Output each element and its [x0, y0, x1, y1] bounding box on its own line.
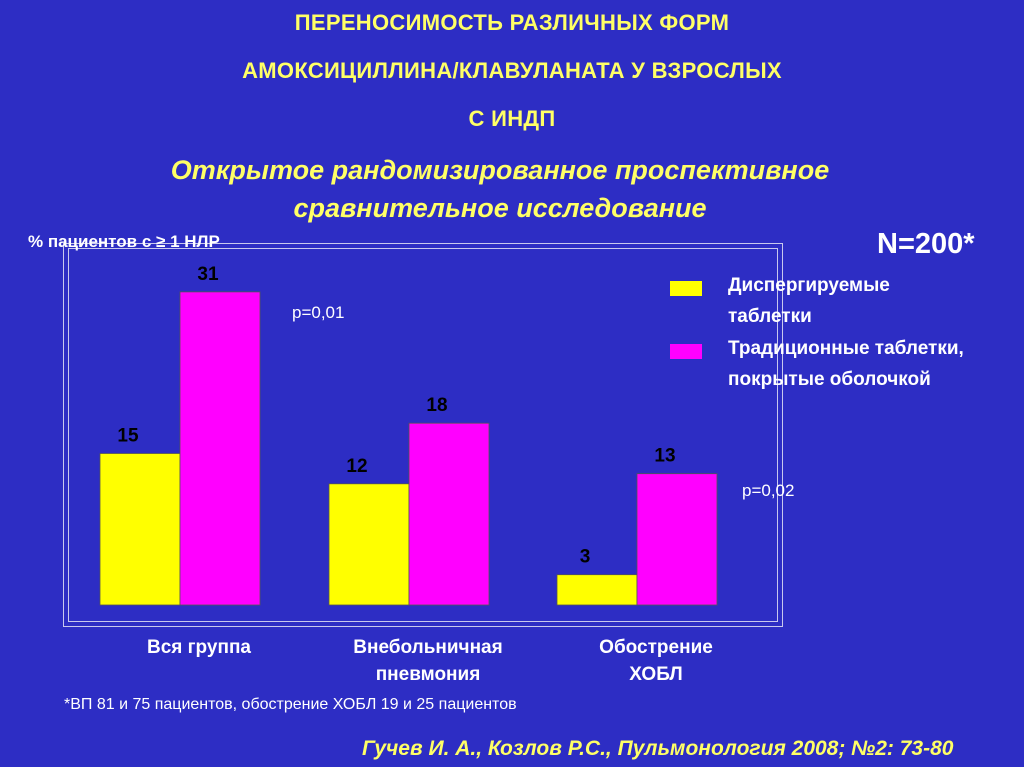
sample-size-label: N=200*	[877, 228, 975, 260]
category-label-pneumonia-line2: пневмония	[375, 664, 481, 685]
bar-all-dispersible	[99, 453, 181, 606]
chart-frame-outer	[63, 243, 783, 627]
category-label-pneumonia: Внебольничная пневмония	[328, 634, 528, 688]
category-label-all-line1: Вся группа	[146, 637, 251, 658]
p-value-all: p=0,01	[292, 303, 345, 322]
data-label-copd-coated: 13	[654, 446, 675, 467]
bar-pneumonia-dispersible	[328, 483, 410, 606]
data-label-all-coated: 31	[197, 264, 219, 285]
legend-label-coated-line2: покрытые оболочкой	[728, 369, 931, 390]
category-label-copd: Обострение ХОБЛ	[556, 634, 756, 688]
legend-swatch-coated	[670, 344, 702, 359]
category-label-all: Вся группа	[99, 634, 299, 661]
title-line-2: АМОКСИЦИЛЛИНА/КЛАВУЛАНАТА У ВЗРОСЛЫХ	[242, 58, 782, 83]
data-label-pneumonia-coated: 18	[426, 395, 447, 416]
legend-label-dispersible: Диспергируемые таблетки	[728, 270, 890, 332]
footnote: *ВП 81 и 75 пациентов, обострение ХОБЛ 1…	[64, 696, 517, 713]
title-line-3: С ИНДП	[468, 106, 556, 131]
bar-all-coated	[179, 291, 261, 606]
y-axis-label: % пациентов с ≥ 1 НЛР	[28, 232, 220, 251]
chart-frame-inner	[68, 248, 778, 622]
data-label-copd-dispersible: 3	[580, 547, 591, 568]
bar-copd-coated	[636, 473, 718, 606]
category-label-copd-line2: ХОБЛ	[629, 664, 683, 685]
legend-label-coated-line1: Традиционные таблетки,	[728, 338, 964, 359]
subtitle-line-2: сравнительное исследование	[293, 193, 707, 223]
bar-copd-dispersible	[556, 574, 638, 606]
legend-label-dispersible-line1: Диспергируемые	[728, 275, 890, 296]
legend-label-coated: Традиционные таблетки, покрытые оболочко…	[728, 333, 964, 395]
data-label-all-dispersible: 15	[117, 426, 139, 447]
category-label-pneumonia-line1: Внебольничная	[353, 637, 503, 658]
legend-swatch-dispersible	[670, 281, 702, 296]
citation: Гучев И. А., Козлов Р.С., Пульмонология …	[362, 737, 954, 760]
title-line-1: ПЕРЕНОСИМОСТЬ РАЗЛИЧНЫХ ФОРМ	[294, 10, 730, 35]
p-value-copd: p=0,02	[742, 481, 795, 500]
subtitle-line-1: Открытое рандомизированное проспективное	[170, 155, 830, 185]
bar-pneumonia-coated	[408, 422, 490, 606]
data-label-pneumonia-dispersible: 12	[346, 456, 367, 477]
category-label-copd-line1: Обострение	[599, 637, 713, 658]
legend-label-dispersible-line2: таблетки	[728, 306, 812, 327]
